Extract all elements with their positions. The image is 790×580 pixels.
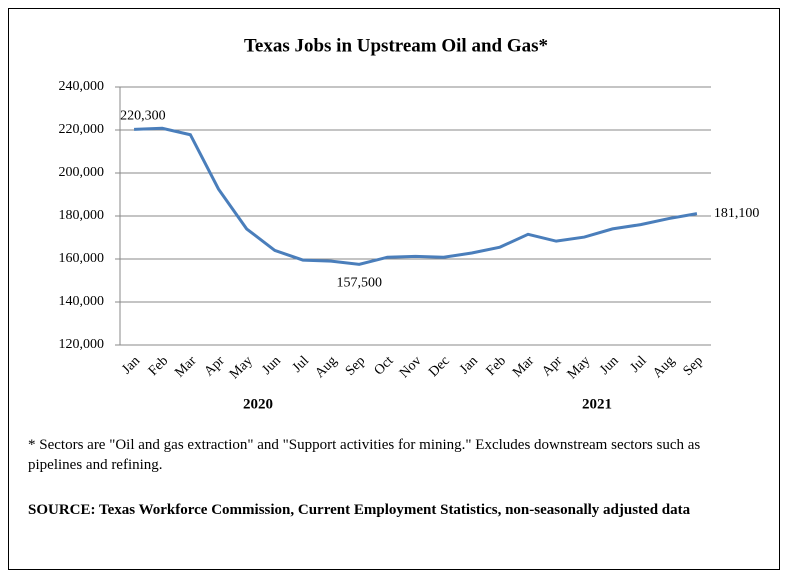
y-tick-label: 220,000 xyxy=(59,122,105,137)
x-tick-label: Mar xyxy=(510,353,537,380)
x-tick-label: Jun xyxy=(597,353,621,377)
x-tick-label: Feb xyxy=(146,353,171,378)
x-group-label: 2021 xyxy=(582,396,612,412)
data-label: 157,500 xyxy=(336,276,382,291)
line xyxy=(134,126,698,266)
y-tick-label: 200,000 xyxy=(59,165,105,180)
data-label: 181,100 xyxy=(714,206,760,221)
x-tick-label: Feb xyxy=(484,353,509,378)
x-tick-label: Aug xyxy=(313,353,341,381)
x-tick-label: Apr xyxy=(202,353,228,379)
x-tick-label: Aug xyxy=(650,353,678,381)
x-tick-label: Apr xyxy=(539,353,565,379)
x-tick-label: Jul xyxy=(628,353,650,375)
x-tick-label: Oct xyxy=(372,353,397,378)
y-tick-label: 140,000 xyxy=(59,294,105,309)
x-tick-label: Jan xyxy=(457,353,481,377)
x-tick-label: Sep xyxy=(681,353,706,378)
y-tick-label: 120,000 xyxy=(59,337,105,352)
data-label: 220,300 xyxy=(120,109,166,124)
x-tick-label: Jun xyxy=(260,353,284,377)
y-tick-label: 240,000 xyxy=(59,79,105,94)
x-tick-label: Jul xyxy=(290,353,312,375)
source: SOURCE: Texas Workforce Commission, Curr… xyxy=(28,502,691,518)
chart-title: Texas Jobs in Upstream Oil and Gas* xyxy=(244,35,548,56)
x-group-label: 2020 xyxy=(243,396,273,412)
y-tick-label: 160,000 xyxy=(59,251,105,266)
x-tick-label: Dec xyxy=(426,353,453,380)
footnote: * Sectors are "Oil and gas extraction" a… xyxy=(28,437,701,473)
x-tick-label: Jan xyxy=(119,353,143,377)
x-tick-label: Sep xyxy=(343,353,368,378)
x-tick-label: Mar xyxy=(172,353,199,380)
x-tick-label: May xyxy=(565,353,594,382)
x-tick-label: May xyxy=(227,353,256,382)
frame xyxy=(8,8,780,570)
y-tick-label: 180,000 xyxy=(59,208,105,223)
x-tick-label: Nov xyxy=(397,353,425,381)
